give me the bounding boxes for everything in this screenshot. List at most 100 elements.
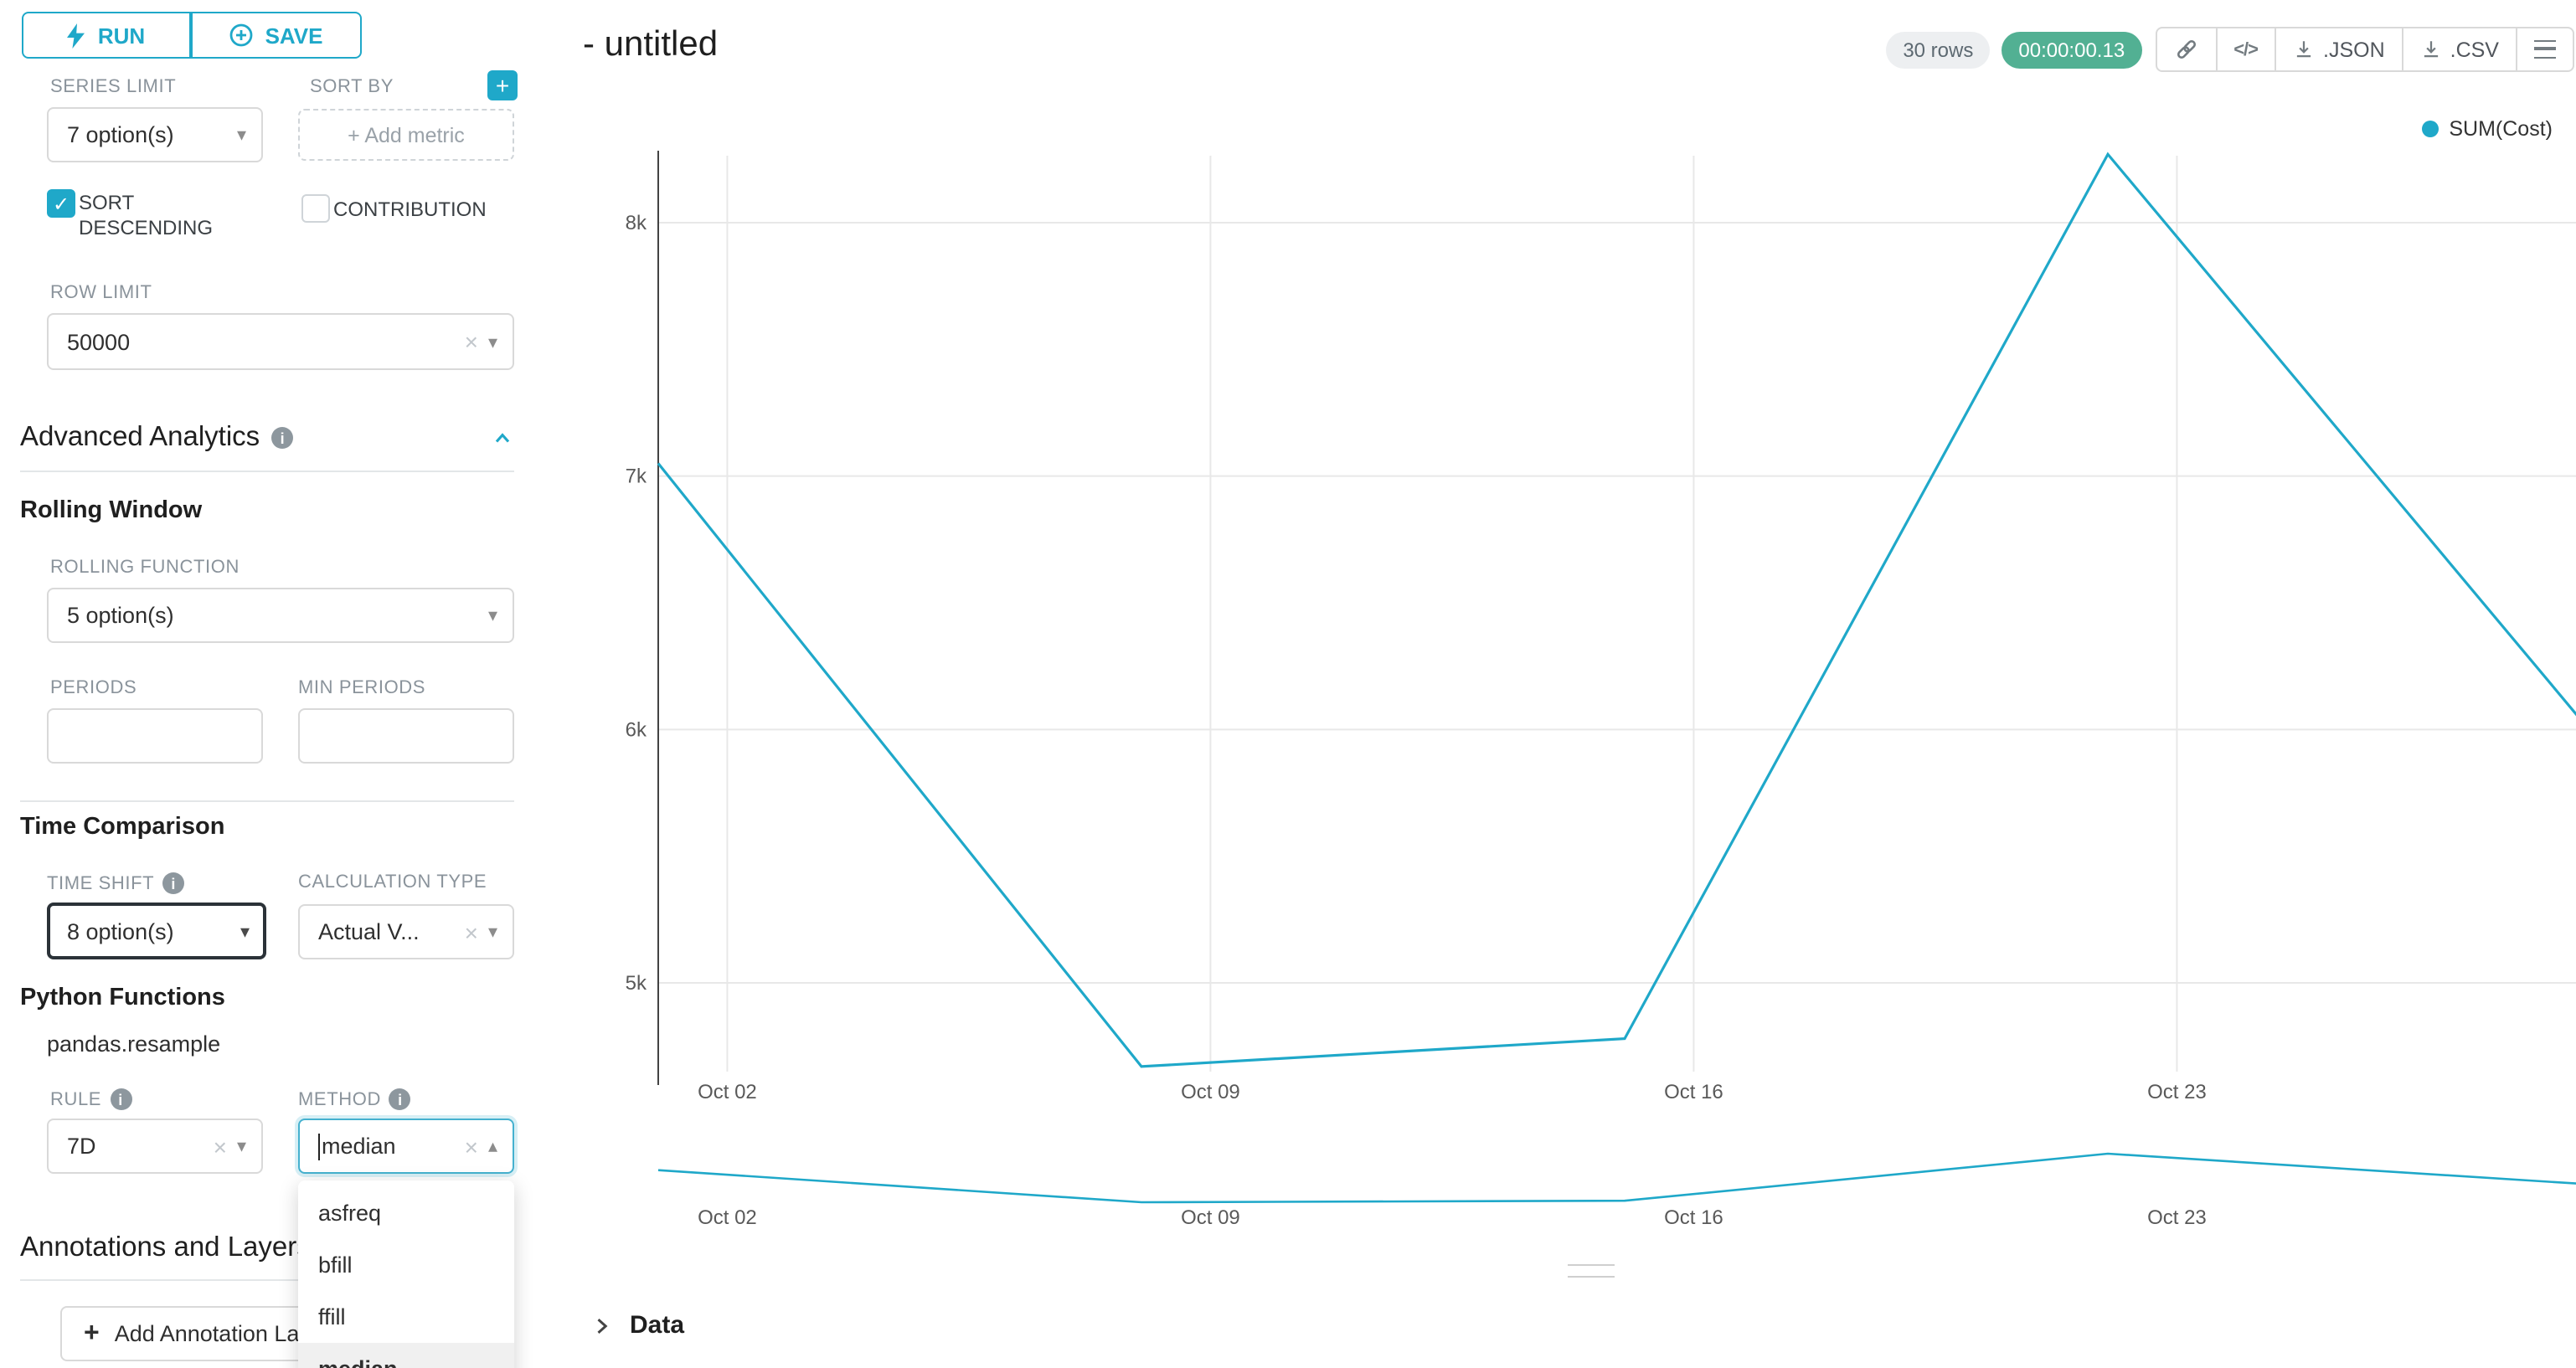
row-limit-select[interactable]: 50000 × ▾ — [47, 313, 514, 370]
download-icon — [2424, 41, 2438, 58]
save-button-label: SAVE — [265, 23, 323, 48]
chevron-down-icon: ▾ — [487, 606, 497, 626]
rolling-function-value: 5 option(s) — [67, 603, 174, 628]
svg-text:5k: 5k — [626, 972, 647, 995]
clear-icon[interactable]: × — [464, 918, 478, 945]
chart-panel: - untitled 30 rows 00:00:00.13 </> .JSON… — [543, 0, 2576, 1368]
series-limit-value: 7 option(s) — [67, 122, 174, 147]
calculation-type-select[interactable]: Actual V... × ▾ — [298, 904, 514, 959]
method-option-ffill[interactable]: ffill — [318, 1304, 346, 1329]
calculation-type-value: Actual V... — [318, 919, 420, 944]
svg-text:Oct 09: Oct 09 — [1181, 1206, 1240, 1229]
row-limit-label: ROW LIMIT — [50, 283, 152, 303]
svg-text:Oct 02: Oct 02 — [698, 1081, 757, 1103]
sort-descending-label: SORT DESCENDING — [79, 191, 214, 239]
row-limit-value: 50000 — [67, 329, 131, 354]
export-json-button[interactable]: .JSON — [2275, 27, 2403, 72]
sort-by-label: SORT BY — [310, 77, 394, 97]
method-option-asfreq[interactable]: asfreq — [318, 1201, 382, 1226]
save-button[interactable]: SAVE — [191, 12, 362, 59]
legend-item[interactable]: SUM(Cost) — [2422, 117, 2553, 141]
json-button-label: .JSON — [2323, 38, 2385, 61]
min-periods-label: MIN PERIODS — [298, 678, 426, 698]
advanced-analytics-title: Advanced Analytics — [20, 422, 260, 452]
series-limit-label: SERIES LIMIT — [50, 77, 177, 97]
svg-text:Oct 23: Oct 23 — [2147, 1206, 2207, 1229]
contribution-checkbox[interactable] — [301, 194, 330, 223]
chevron-down-icon: ▾ — [487, 332, 497, 352]
svg-text:Oct 23: Oct 23 — [2147, 1081, 2207, 1103]
clear-icon[interactable]: × — [464, 1133, 478, 1160]
add-sort-metric-button[interactable]: + — [487, 70, 518, 100]
chevron-right-icon — [597, 1318, 608, 1333]
export-csv-button[interactable]: .CSV — [2401, 27, 2517, 72]
lightning-icon — [67, 23, 85, 48]
section-divider — [20, 1279, 514, 1281]
chart-toolbar: 30 rows 00:00:00.13 </> .JSON .CSV — [1886, 27, 2574, 72]
data-panel-toggle[interactable]: Data — [590, 1311, 684, 1340]
calculation-type-label: CALCULATION TYPE — [298, 872, 487, 892]
method-combobox[interactable]: median × ▴ — [298, 1119, 514, 1174]
method-option-median[interactable]: median — [298, 1343, 514, 1368]
menu-button[interactable] — [2516, 27, 2574, 72]
download-icon — [2296, 41, 2311, 58]
periods-input[interactable] — [47, 708, 263, 764]
rolling-function-label: ROLLING FUNCTION — [50, 558, 240, 578]
add-annotation-label: Add Annotation Layer — [114, 1321, 331, 1346]
time-shift-select[interactable]: 8 option(s) ▾ — [47, 903, 266, 959]
hamburger-icon — [2534, 40, 2556, 59]
sort-by-metric-dropzone[interactable]: + Add metric — [298, 109, 514, 161]
pandas-resample-label: pandas.resample — [47, 1031, 221, 1057]
resize-handle[interactable] — [1568, 1264, 1615, 1278]
legend-label: SUM(Cost) — [2449, 117, 2553, 141]
chevron-down-icon: ▾ — [240, 922, 250, 942]
chevron-down-icon: ▾ — [236, 126, 246, 146]
method-option-bfill[interactable]: bfill — [318, 1252, 353, 1278]
svg-text:8k: 8k — [626, 212, 647, 234]
min-periods-input[interactable] — [298, 708, 514, 764]
mini-range-selector[interactable] — [643, 1142, 2576, 1236]
annotations-header[interactable]: Annotations and Layers — [20, 1232, 514, 1264]
main-line-chart: 8k 7k 6k 5k Oct 02 Oct 09 Oct 16 Oct 23 Oct 02 Oc… — [626, 151, 2576, 1229]
rolling-function-select[interactable]: 5 option(s) ▾ — [47, 588, 514, 643]
chevron-up-icon: ▴ — [487, 1137, 497, 1157]
time-shift-label: TIME SHIFT i — [47, 872, 185, 894]
svg-text:Oct 16: Oct 16 — [1664, 1081, 1723, 1103]
run-button-label: RUN — [97, 23, 146, 48]
plus-icon: + — [84, 1319, 100, 1347]
time-shift-value: 8 option(s) — [67, 918, 174, 944]
code-icon: </> — [2233, 39, 2259, 59]
text-cursor — [318, 1133, 320, 1160]
sort-descending-checkbox[interactable]: ✓ — [47, 189, 75, 218]
info-icon: i — [389, 1088, 411, 1110]
svg-text:7k: 7k — [626, 465, 647, 488]
time-comparison-title: Time Comparison — [20, 814, 225, 841]
check-icon: ✓ — [52, 192, 70, 215]
chevron-down-icon: ▾ — [487, 923, 497, 943]
info-icon: i — [271, 427, 294, 449]
clear-icon[interactable]: × — [213, 1133, 227, 1160]
method-dropdown-menu: asfreq bfill ffill median — [298, 1180, 514, 1368]
chart-control-panel: RUN SAVE SERIES LIMIT SORT BY + 7 option… — [0, 0, 544, 1368]
chevron-down-icon: ▾ — [236, 1137, 246, 1157]
info-icon: i — [110, 1088, 132, 1110]
run-save-button-group: RUN SAVE — [22, 12, 362, 59]
copy-link-button[interactable] — [2155, 27, 2218, 72]
advanced-analytics-header[interactable]: Advanced Analytics i — [20, 422, 514, 454]
clear-icon[interactable]: × — [464, 328, 478, 355]
rule-select[interactable]: 7D × ▾ — [47, 1119, 263, 1174]
rolling-window-title: Rolling Window — [20, 497, 203, 524]
section-divider — [20, 471, 514, 472]
contribution-label: CONTRIBUTION — [333, 198, 487, 221]
svg-text:6k: 6k — [626, 718, 647, 741]
series-limit-select[interactable]: 7 option(s) ▾ — [47, 107, 263, 162]
query-timer-badge: 00:00:00.13 — [2002, 31, 2142, 68]
method-label: METHOD i — [298, 1088, 411, 1110]
rule-value: 7D — [67, 1134, 96, 1159]
run-button[interactable]: RUN — [22, 12, 191, 59]
annotations-title: Annotations and Layers — [20, 1232, 311, 1263]
chevron-up-icon[interactable] — [491, 426, 514, 450]
python-functions-title: Python Functions — [20, 985, 225, 1011]
link-icon — [2177, 39, 2196, 59]
rule-label: RULE i — [50, 1088, 132, 1110]
